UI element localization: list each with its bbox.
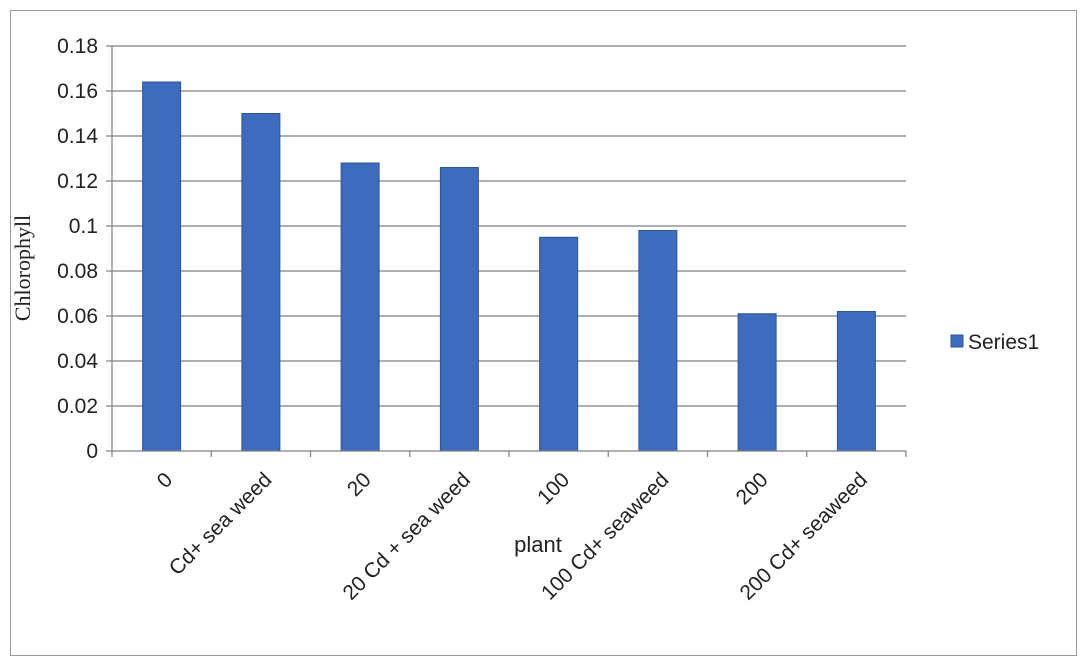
y-tick-label: 0.02	[57, 395, 98, 418]
y-tick-label: 0.04	[57, 350, 98, 373]
x-axis-title: plant	[514, 532, 562, 557]
y-tick-label: 0.14	[57, 125, 98, 148]
x-tick-label: 100	[533, 468, 574, 509]
y-tick-label: 0.18	[57, 35, 98, 58]
bar	[439, 167, 479, 452]
y-tick-label: 0	[86, 440, 98, 463]
bar	[836, 311, 876, 452]
x-tick-label: 20	[343, 468, 376, 501]
legend-swatch	[950, 334, 964, 348]
x-tick-label: Cd+ sea weed	[165, 468, 277, 580]
y-tick-label: 0.08	[57, 260, 98, 283]
x-tick-label: 200	[732, 468, 773, 509]
y-tick-label: 0.06	[57, 305, 98, 328]
y-tick-labels: 0 0.02 0.04 0.06 0.08 0.1 0.12 0.14 0.16 0.18	[57, 35, 98, 463]
y-tick-label: 0.16	[57, 80, 98, 103]
bar	[737, 313, 777, 452]
bar	[539, 236, 579, 452]
axes	[106, 45, 907, 457]
bars	[142, 81, 876, 452]
legend: Series1	[950, 331, 1039, 354]
legend-entry-series1: Series1	[968, 331, 1039, 354]
bar	[638, 230, 678, 452]
bar	[340, 162, 380, 452]
y-axis-title: Chlorophyll	[10, 215, 35, 321]
y-tick-label: 0.1	[69, 215, 98, 238]
bar	[142, 81, 182, 452]
gridlines	[112, 45, 906, 407]
y-tick-label: 0.12	[57, 170, 98, 193]
bar	[241, 113, 281, 452]
x-tick-label: 0	[153, 468, 178, 493]
